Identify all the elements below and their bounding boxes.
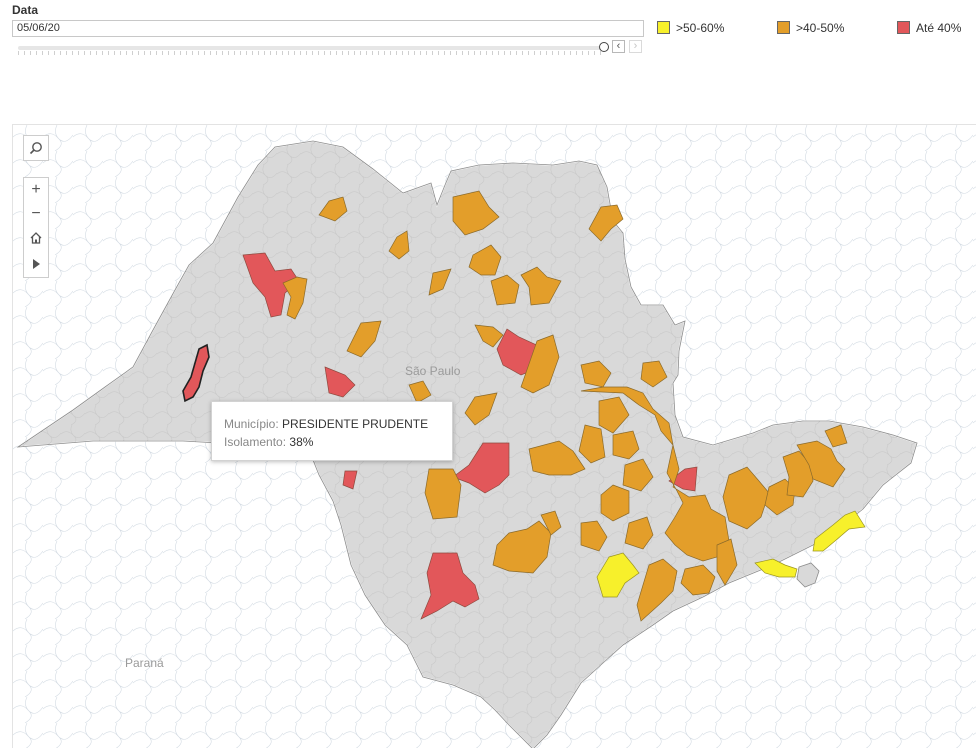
municipality-orange xyxy=(474,324,504,348)
tooltip-isolamento-value: 38% xyxy=(289,435,314,449)
municipality-orange xyxy=(824,424,848,448)
zoom-in-button[interactable]: + xyxy=(31,181,41,198)
municipality-orange xyxy=(624,516,654,550)
municipality-orange xyxy=(492,520,552,574)
municipality-orange xyxy=(408,380,432,404)
map-zoom-controls: + − xyxy=(23,177,49,278)
municipality-red xyxy=(324,366,356,398)
tooltip-municipio-key: Município: xyxy=(224,417,279,431)
municipality-red xyxy=(242,252,300,318)
ilhabela-island[interactable] xyxy=(796,562,820,588)
municipality-orange xyxy=(428,268,452,296)
next-date-button[interactable]: › xyxy=(629,40,642,53)
municipality-yellow xyxy=(754,558,798,578)
municipality-orange xyxy=(622,458,654,492)
municipalities-high-isolation[interactable] xyxy=(596,510,866,598)
municipality-orange xyxy=(520,266,562,306)
legend-label: >50-60% xyxy=(676,21,725,35)
map-view[interactable]: São Paulo Paraná + − Município: PRESIDEN… xyxy=(12,124,976,748)
previous-date-button[interactable]: ‹ xyxy=(612,40,625,53)
municipality-orange xyxy=(464,392,498,426)
municipality-orange xyxy=(580,360,612,388)
municipality-orange xyxy=(452,190,500,236)
municipality-orange xyxy=(468,244,502,276)
tooltip-municipio-row: Município: PRESIDENTE PRUDENTE xyxy=(224,415,440,433)
home-icon xyxy=(30,232,42,244)
search-icon xyxy=(29,142,42,155)
municipality-orange xyxy=(580,520,608,552)
legend-label: Até 40% xyxy=(916,21,962,35)
municipality-orange xyxy=(346,320,382,358)
date-slider-thumb[interactable] xyxy=(599,42,609,52)
municipality-orange xyxy=(598,396,630,434)
municipality-orange xyxy=(588,204,624,242)
legend-label: >40-50% xyxy=(796,21,845,35)
municipality-orange xyxy=(722,466,770,530)
date-filter-input[interactable]: 05/06/20 xyxy=(12,20,644,37)
municipality-orange xyxy=(636,558,678,622)
municipality-orange xyxy=(600,484,630,522)
municipality-orange xyxy=(388,230,410,260)
municipality-orange xyxy=(318,196,348,222)
municipality-orange xyxy=(424,468,462,520)
municipality-red xyxy=(452,442,510,494)
municipality-orange xyxy=(680,564,716,596)
municipality-orange xyxy=(782,450,814,498)
municipality-red xyxy=(420,552,480,620)
municipality-orange xyxy=(490,274,520,306)
municipality-orange xyxy=(640,360,668,388)
legend-swatch-orange xyxy=(777,21,790,34)
municipality-orange xyxy=(540,510,562,536)
state-label-sao-paulo: São Paulo xyxy=(405,364,461,378)
pan-toggle-button[interactable] xyxy=(24,252,48,276)
municipality-yellow xyxy=(596,552,640,598)
municipalities-mid-isolation[interactable] xyxy=(282,190,848,622)
map-search-button[interactable] xyxy=(23,135,49,161)
tooltip-municipio-value: PRESIDENTE PRUDENTE xyxy=(282,417,429,431)
municipality-orange xyxy=(580,386,730,562)
map-canvas[interactable]: São Paulo Paraná xyxy=(13,125,976,748)
date-filter-label: Data xyxy=(12,3,39,17)
municipality-orange xyxy=(796,440,846,488)
home-button[interactable] xyxy=(24,226,48,250)
date-slider-track[interactable] xyxy=(18,46,604,50)
state-label-parana: Paraná xyxy=(125,656,164,670)
municipality-yellow xyxy=(812,510,866,552)
map-tooltip: Município: PRESIDENTE PRUDENTE Isolament… xyxy=(211,401,453,461)
municipality-orange xyxy=(716,538,738,586)
municipality-orange xyxy=(578,424,606,464)
date-slider-ticks xyxy=(18,51,604,55)
municipality-red xyxy=(342,470,358,490)
zoom-out-button[interactable]: − xyxy=(31,205,41,222)
tooltip-isolamento-row: Isolamento: 38% xyxy=(224,433,440,451)
tooltip-isolamento-key: Isolamento: xyxy=(224,435,287,449)
play-icon xyxy=(33,259,40,269)
municipality-orange xyxy=(528,440,586,476)
municipality-orange xyxy=(612,430,640,460)
legend-swatch-yellow xyxy=(657,21,670,34)
municipalities-low-isolation[interactable] xyxy=(182,252,698,620)
municipality-orange xyxy=(520,334,560,394)
municipality-boundaries xyxy=(16,140,918,748)
municipality-presidente-prudente xyxy=(182,343,210,403)
legend-swatch-red xyxy=(897,21,910,34)
municipality-orange xyxy=(282,276,308,320)
